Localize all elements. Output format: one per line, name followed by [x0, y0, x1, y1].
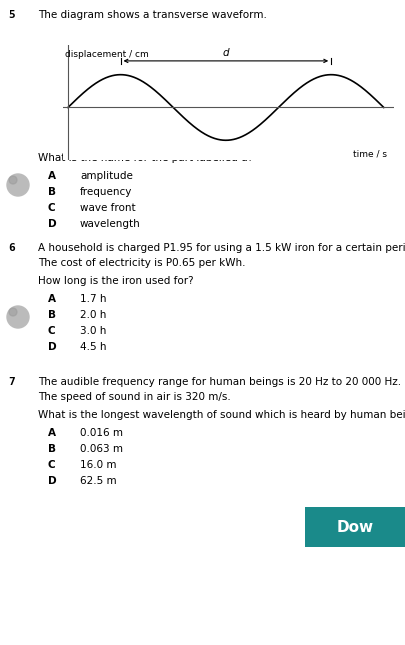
- Text: B: B: [48, 310, 56, 320]
- Text: 16.0 m: 16.0 m: [80, 460, 116, 470]
- Text: D: D: [48, 476, 56, 486]
- Text: C: C: [48, 460, 55, 470]
- Text: 0.063 m: 0.063 m: [80, 444, 123, 454]
- Circle shape: [9, 176, 17, 184]
- Circle shape: [7, 306, 29, 328]
- Text: What is the name for the part labelled d?: What is the name for the part labelled d…: [38, 153, 252, 163]
- Text: 0.016 m: 0.016 m: [80, 428, 123, 438]
- Text: B: B: [48, 444, 56, 454]
- Text: 2.0 h: 2.0 h: [80, 310, 106, 320]
- Circle shape: [7, 174, 29, 196]
- Text: How long is the iron used for?: How long is the iron used for?: [38, 276, 193, 286]
- Text: A: A: [48, 294, 56, 304]
- Text: Dow: Dow: [336, 519, 373, 535]
- Text: wavelength: wavelength: [80, 219, 141, 229]
- Text: displacement / cm: displacement / cm: [64, 50, 148, 59]
- Text: A: A: [48, 428, 56, 438]
- Text: d: d: [222, 48, 228, 58]
- Text: frequency: frequency: [80, 187, 132, 197]
- Text: C: C: [48, 326, 55, 336]
- FancyBboxPatch shape: [304, 507, 405, 547]
- Text: B: B: [48, 187, 56, 197]
- Text: 5: 5: [8, 10, 15, 20]
- Text: 3.0 h: 3.0 h: [80, 326, 106, 336]
- Text: The cost of electricity is P0.65 per kWh.: The cost of electricity is P0.65 per kWh…: [38, 258, 245, 268]
- Text: 1.7 h: 1.7 h: [80, 294, 106, 304]
- Text: 62.5 m: 62.5 m: [80, 476, 116, 486]
- Text: The speed of sound in air is 320 m/s.: The speed of sound in air is 320 m/s.: [38, 392, 230, 402]
- Text: D: D: [48, 219, 56, 229]
- Text: wave front: wave front: [80, 203, 135, 213]
- Text: The diagram shows a transverse waveform.: The diagram shows a transverse waveform.: [38, 10, 266, 20]
- Text: time / s: time / s: [352, 150, 386, 158]
- Text: A: A: [48, 171, 56, 181]
- Text: A household is charged P1.95 for using a 1.5 kW iron for a certain period of tim: A household is charged P1.95 for using a…: [38, 243, 405, 253]
- Text: amplitude: amplitude: [80, 171, 132, 181]
- Text: What is the longest wavelength of sound which is heard by human beings?: What is the longest wavelength of sound …: [38, 410, 405, 420]
- Text: 6: 6: [8, 243, 15, 253]
- Text: 7: 7: [8, 377, 15, 387]
- Text: 4.5 h: 4.5 h: [80, 342, 106, 352]
- Text: The audible frequency range for human beings is 20 Hz to 20 000 Hz.: The audible frequency range for human be…: [38, 377, 400, 387]
- Text: D: D: [48, 342, 56, 352]
- Circle shape: [9, 308, 17, 316]
- Text: C: C: [48, 203, 55, 213]
